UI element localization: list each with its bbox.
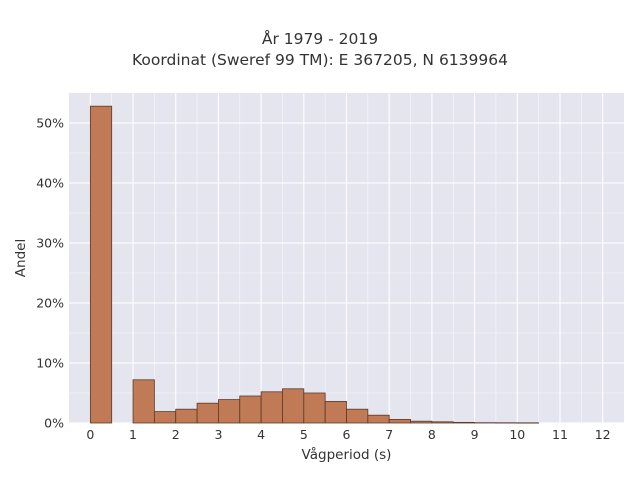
y-tick-label: 0% [44,416,64,431]
y-tick-label: 20% [36,296,64,311]
histogram-bar [367,414,390,424]
chart-subtitle: Koordinat (Sweref 99 TM): E 367205, N 61… [132,51,508,69]
histogram-bar [260,391,283,424]
histogram-bar [410,420,433,424]
x-tick-label: 2 [172,427,180,442]
histogram-bar [239,395,262,424]
x-tick-label: 7 [385,427,393,442]
y-tick-label: 40% [36,176,64,191]
x-tick-label: 4 [257,427,265,442]
x-tick-label: 11 [552,427,568,442]
histogram-bar [388,418,411,424]
x-tick-label: 10 [509,427,525,442]
histogram-bar [89,105,113,424]
x-tick-label: 1 [129,427,137,442]
histogram-bar [282,388,305,424]
y-tick-label: 10% [36,356,64,371]
histogram-bar [431,421,454,424]
histogram-bar [175,408,198,424]
y-tick-label: 30% [36,236,64,251]
x-tick-label: 9 [471,427,479,442]
y-tick-label: 50% [36,116,64,131]
histogram-bar [324,400,347,424]
histogram-bar [346,408,369,424]
x-tick-label: 12 [595,427,611,442]
x-tick-label: 5 [300,427,308,442]
y-axis-title: Andel [13,238,29,278]
histogram-bar [452,421,475,424]
histogram-bar [303,392,326,424]
x-tick-label: 0 [86,427,94,442]
histogram-bar [132,379,155,424]
x-tick-label: 6 [343,427,351,442]
histogram-bar [218,399,241,424]
histogram-bar [153,411,177,424]
x-axis-title: Vågperiod (s) [301,447,392,463]
x-tick-label: 3 [214,427,222,442]
histogram-bar [196,402,219,424]
chart-title: År 1979 - 2019 [261,30,379,48]
x-tick-label: 8 [428,427,436,442]
